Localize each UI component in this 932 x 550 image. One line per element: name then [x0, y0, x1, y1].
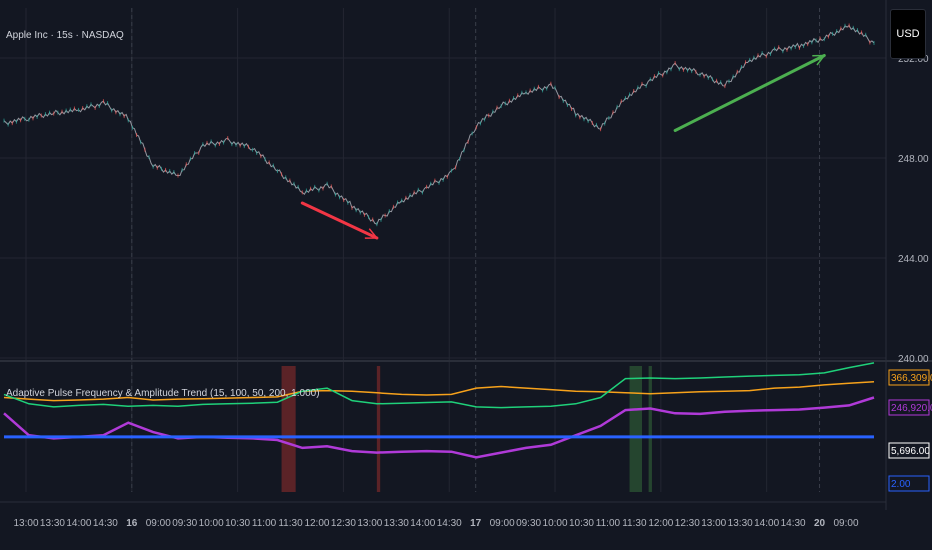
time-tick-label: 11:30: [622, 518, 647, 529]
time-tick-label: 14:00: [754, 518, 779, 529]
signal-zone-green: [648, 366, 652, 492]
time-tick-label: 09:00: [833, 518, 858, 529]
time-tick-label: 13:00: [357, 518, 382, 529]
indicator-value-tag: 2.00: [888, 475, 930, 492]
time-tick-label: 10:00: [543, 518, 568, 529]
time-tick-label: 12:30: [675, 518, 700, 529]
indicator-tag-text: 2.00: [891, 479, 911, 490]
time-tick-label: 10:30: [569, 518, 594, 529]
time-tick-label: 09:30: [516, 518, 541, 529]
orange-series-line: [3, 381, 875, 402]
indicator-value-tag: 366,309.00: [888, 369, 932, 386]
purple-series-line: [3, 396, 875, 459]
indicator-tag-box: [888, 442, 930, 459]
trend-arrow-down: [300, 201, 379, 240]
time-tick-label: 09:00: [490, 518, 515, 529]
time-tick-label: 14:30: [781, 518, 806, 529]
price-tick-label: 248.00: [898, 154, 929, 165]
time-tick-label: 13:00: [13, 518, 38, 529]
time-tick-label: 14:30: [93, 518, 118, 529]
trend-arrow-up: [673, 54, 826, 132]
trend-arrow-head-down: [364, 228, 379, 239]
time-tick-label: 10:00: [199, 518, 224, 529]
indicator-tag-box: [888, 399, 930, 416]
indicator-value-tag: 5,696.00: [888, 442, 930, 459]
indicator-tag-text: 246,920.00: [891, 403, 932, 414]
time-tick-label: 13:30: [728, 518, 753, 529]
green-series-line: [3, 362, 875, 409]
time-tick-label: 13:30: [384, 518, 409, 529]
trend-arrow-head-up: [812, 54, 826, 66]
price-tick-label: 244.00: [898, 254, 929, 265]
time-tick-label: 12:00: [304, 518, 329, 529]
time-tick-label: 11:00: [596, 518, 621, 529]
currency-badge[interactable]: USD: [890, 9, 926, 59]
time-tick-label: 20: [814, 518, 826, 529]
price-tick-label: 240.00: [898, 354, 929, 365]
time-tick-label: 14:30: [437, 518, 462, 529]
time-tick-label: 14:00: [410, 518, 435, 529]
time-tick-label: 12:30: [331, 518, 356, 529]
indicator-tag-text: 366,309.00: [891, 373, 932, 384]
time-tick-label: 17: [470, 518, 482, 529]
time-tick-label: 12:00: [648, 518, 673, 529]
indicator-tag-text: 5,696.00: [891, 446, 930, 457]
indicator-tag-box: [888, 475, 930, 492]
time-tick-label: 16: [126, 518, 138, 529]
indicator-tag-box: [888, 369, 930, 386]
price-tick-label: 252.00: [898, 54, 929, 65]
time-tick-label: 11:00: [252, 518, 277, 529]
indicator-value-tag: 246,920.00: [888, 399, 932, 416]
time-tick-label: 09:30: [172, 518, 197, 529]
signal-zone-red: [281, 366, 296, 492]
price-series-line: [3, 24, 875, 225]
time-tick-label: 13:00: [701, 518, 726, 529]
signal-zone-red: [376, 366, 381, 492]
time-tick-label: 10:30: [225, 518, 250, 529]
time-tick-label: 09:00: [146, 518, 171, 529]
time-tick-label: 11:30: [278, 518, 303, 529]
signal-zone-green: [629, 366, 642, 492]
symbol-title: Apple Inc · 15s · NASDAQ: [6, 30, 124, 41]
indicator-title: Adaptive Pulse Frequency & Amplitude Tre…: [6, 388, 320, 399]
time-tick-label: 14:00: [66, 518, 91, 529]
time-tick-label: 13:30: [40, 518, 65, 529]
